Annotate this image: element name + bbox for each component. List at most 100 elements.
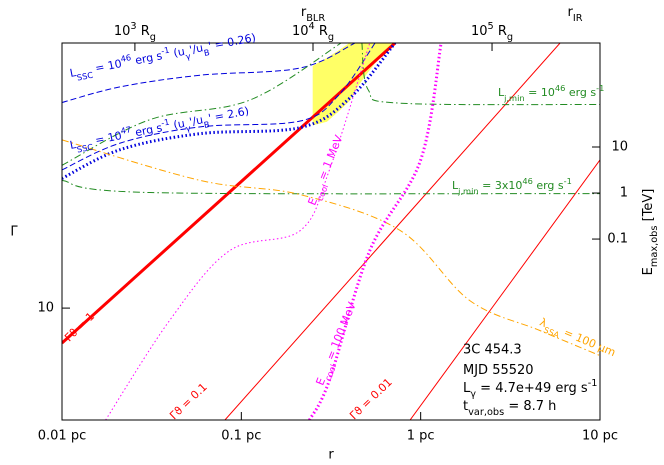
plot-frame xyxy=(61,42,601,421)
curve-label: Γϑ = 0.1 xyxy=(167,381,210,423)
info-line: Lγ = 4.7e+49 erg s-1 xyxy=(463,378,597,400)
y2-tick-label: 10 xyxy=(611,140,628,155)
curve xyxy=(62,43,376,171)
text-part: var,obs xyxy=(468,407,504,418)
text-part: ' = 2.6) xyxy=(207,104,250,125)
text-part: Γϑ = 0.01 xyxy=(347,376,395,423)
text-part: r xyxy=(568,5,574,20)
text-part: erg s xyxy=(533,179,564,192)
x-axis-label: r xyxy=(328,448,334,463)
text-part: 46 xyxy=(120,52,132,64)
top-tick-label: 105 Rg xyxy=(471,21,513,43)
text-part: g xyxy=(507,32,513,43)
text-part: L xyxy=(452,179,459,192)
text-part: 46 xyxy=(522,176,533,186)
x-tick-label: 0.1 pc xyxy=(221,429,261,444)
text-part: SSA xyxy=(542,324,561,340)
text-part: '/u xyxy=(188,113,204,128)
text-part: R xyxy=(494,24,507,39)
text-part: -1 xyxy=(160,116,170,127)
text-part: = 10 xyxy=(91,129,123,148)
text-part: 3 xyxy=(130,21,136,32)
curve xyxy=(62,43,397,180)
curve xyxy=(308,43,443,420)
text-part: 47 xyxy=(120,124,132,136)
y-axis-label: Γ xyxy=(10,225,18,240)
text-part: = 100 MeV xyxy=(322,300,358,365)
plot-area xyxy=(62,43,600,420)
text-part: erg s xyxy=(131,121,164,140)
text-part: L xyxy=(463,381,471,396)
text-part: γ xyxy=(470,389,476,400)
text-part: g xyxy=(150,32,156,43)
curve xyxy=(62,179,600,195)
curve-label: LSSC = 1047 erg s-1 (uγ'/uB' = 2.6) xyxy=(68,101,251,155)
curve xyxy=(62,43,600,166)
x-tick-label: 1 pc xyxy=(407,429,435,444)
text-part: (u xyxy=(169,117,186,133)
curve-label: Lj,min = 3x1046 erg s-1 xyxy=(452,176,572,196)
info-line: MJD 55520 xyxy=(463,363,534,378)
text-part: = 10 xyxy=(91,57,123,76)
text-part: 10 xyxy=(114,24,131,39)
y2-tick-label: 1 xyxy=(620,186,628,201)
text-part: = 10 xyxy=(525,86,555,99)
text-part: 4 xyxy=(308,21,314,32)
text-part: [TeV] xyxy=(641,189,656,226)
text-part: r xyxy=(301,5,307,20)
top-marker-label: rIR xyxy=(568,5,583,24)
y-tick-label: 10 xyxy=(37,301,54,316)
text-part: E xyxy=(641,267,656,275)
top-tick-label: 104 Rg xyxy=(292,21,334,43)
text-part: = 4.7e+49 erg s xyxy=(476,381,588,396)
text-part: L xyxy=(498,86,505,99)
text-part: 10 xyxy=(471,24,488,39)
y2-axis-label: Emax,obs [TeV] xyxy=(641,189,660,276)
text-part: γ xyxy=(185,122,192,133)
x-tick-label: 0.01 pc xyxy=(38,429,86,444)
text-part: ' = 0.26) xyxy=(207,31,257,53)
curve-label: Lj,min = 1046 erg s-1 xyxy=(498,83,604,103)
text-part: MJD 55520 xyxy=(463,363,534,378)
curve-label: λSSA = 100 μm xyxy=(536,316,617,363)
text-part: λ xyxy=(538,316,550,331)
curve xyxy=(62,43,397,345)
text-part: 46 xyxy=(555,83,566,93)
text-part: 10 xyxy=(292,24,309,39)
text-part: j,min xyxy=(503,93,524,103)
text-part: γ xyxy=(185,50,192,61)
x-tick-label: 10 pc xyxy=(582,429,618,444)
top-marker-label: rBLR xyxy=(301,5,325,24)
text-part: 5 xyxy=(488,21,494,32)
text-part: = 3x10 xyxy=(479,179,523,192)
text-part: IR xyxy=(573,13,583,24)
text-part: t xyxy=(463,399,468,414)
text-part: -1 xyxy=(596,83,604,93)
text-part: = 8.7 h xyxy=(504,399,556,414)
text-part: E xyxy=(314,376,329,387)
text-part: erg s xyxy=(131,49,164,68)
curve-label: Ecool = 100 MeV xyxy=(314,300,363,389)
text-part: Γϑ = 0.1 xyxy=(167,381,210,423)
text-part: (u xyxy=(169,45,186,61)
curve xyxy=(62,43,356,104)
curve-label: LSSC = 1046 erg s-1 (uγ'/uB' = 0.26) xyxy=(68,28,258,84)
text-part: BLR xyxy=(306,13,325,24)
top-tick-label: 103 Rg xyxy=(114,21,156,43)
text-part: cool xyxy=(314,183,330,202)
text-part: L xyxy=(69,66,78,80)
text-part: -1 xyxy=(564,176,572,186)
text-part: max,obs xyxy=(649,226,660,268)
text-part: erg s xyxy=(565,86,596,99)
text-part: -1 xyxy=(160,44,170,55)
text-part: SSC xyxy=(76,141,94,154)
text-part: g xyxy=(328,32,334,43)
y2-tick-label: 0.1 xyxy=(607,232,628,247)
text-part: R xyxy=(137,24,150,39)
text-part: '/u xyxy=(188,41,204,56)
curve xyxy=(105,43,371,420)
text-part: E xyxy=(306,196,321,207)
text-part: j,min xyxy=(457,186,478,196)
text-part: SSC xyxy=(76,69,94,82)
